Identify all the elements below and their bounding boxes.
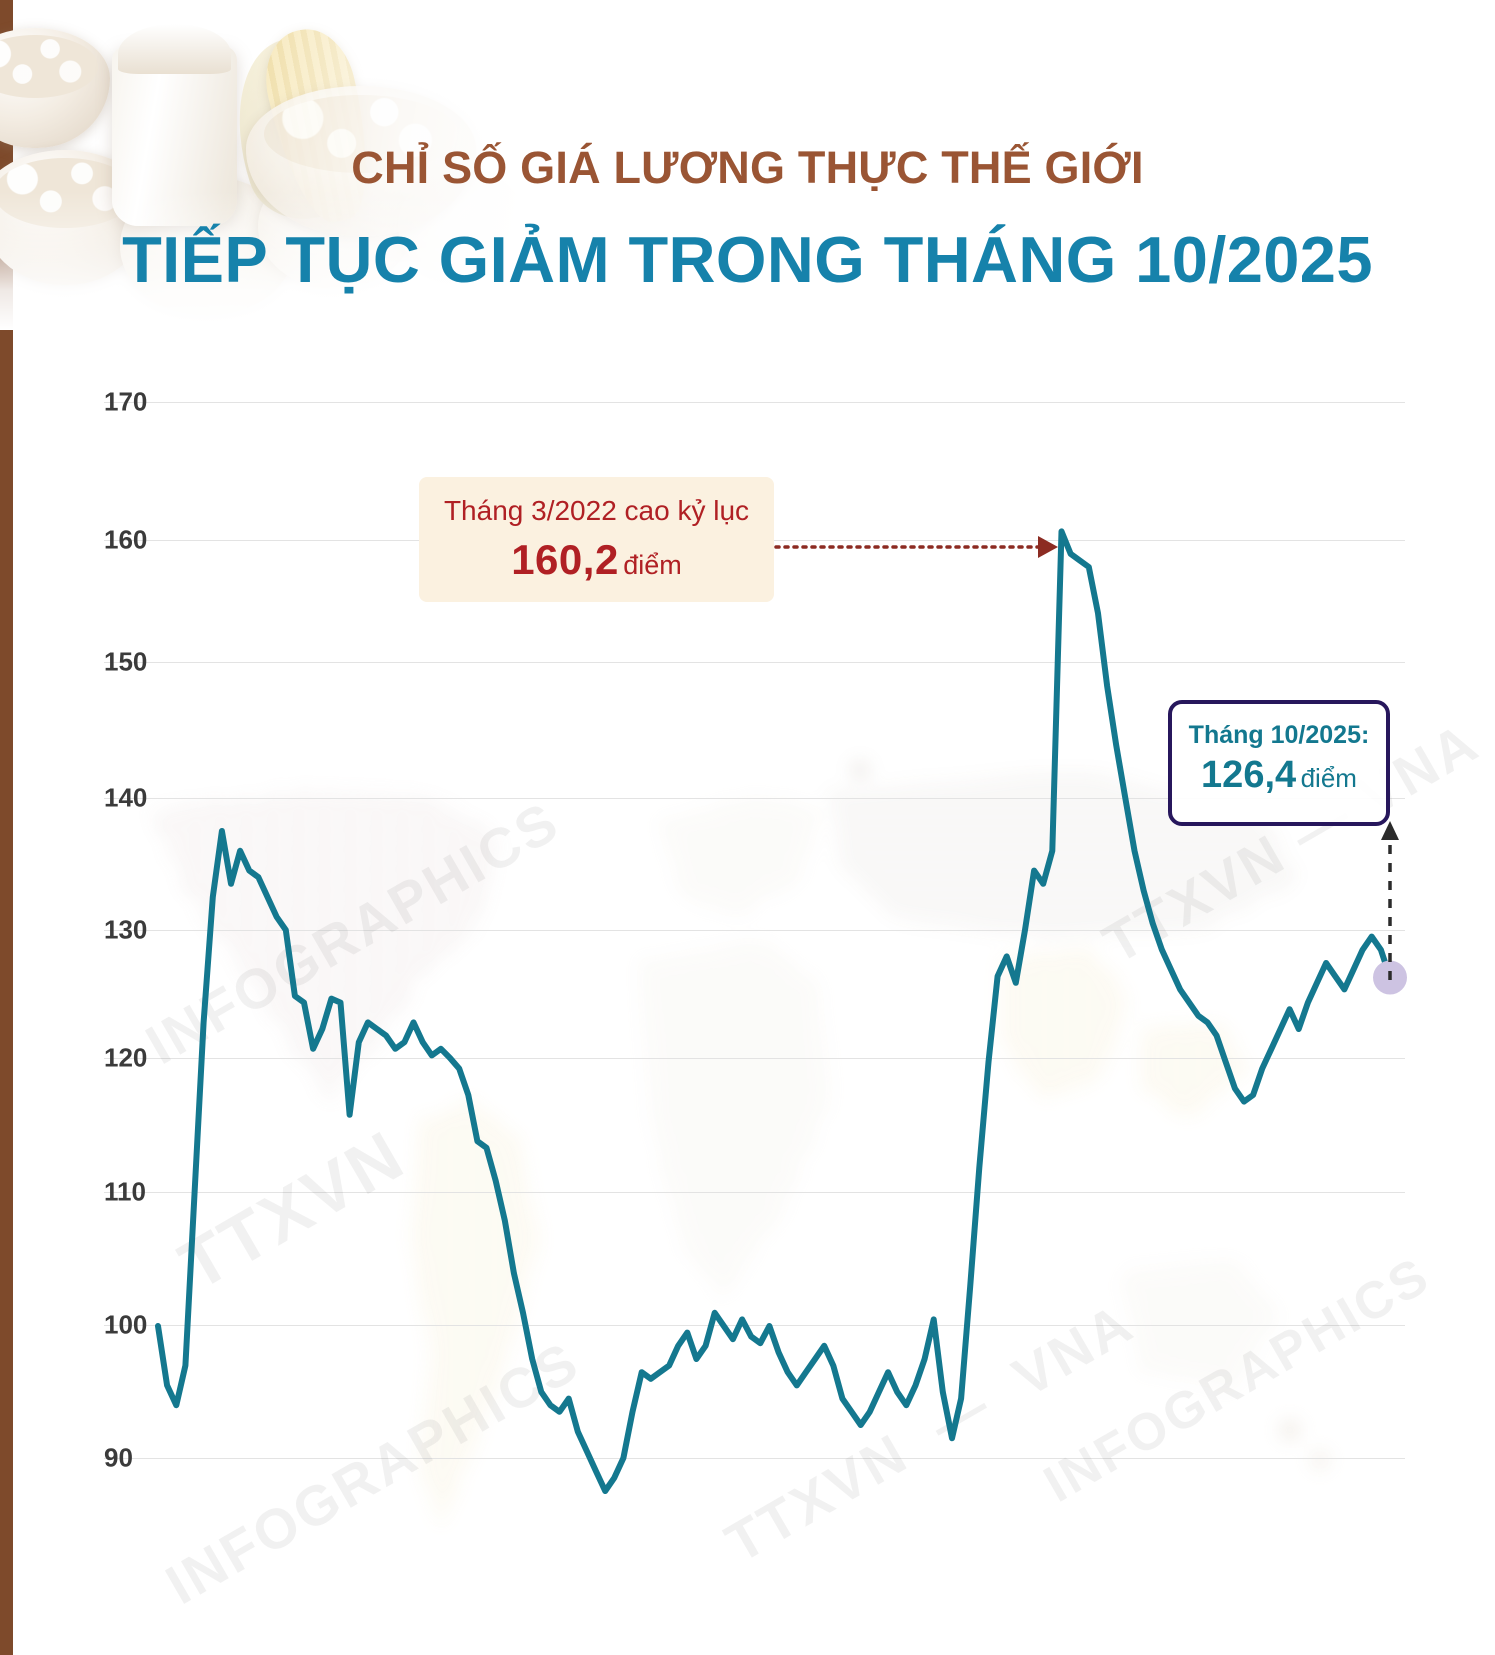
callout-record-value: 160,2: [511, 536, 619, 584]
callout-record-label: Tháng 3/2022 cao kỷ lục: [443, 495, 750, 526]
latest-arrow-head: [1381, 821, 1399, 840]
callout-record-high: Tháng 3/2022 cao kỷ lục 160,2 điểm: [419, 477, 774, 602]
record-arrow-head: [1038, 536, 1058, 558]
callout-latest: Tháng 10/2025: 126,4 điểm: [1168, 700, 1390, 826]
series-line: [155, 528, 1393, 1494]
page-title-line-1: CHỈ SỐ GIÁ LƯƠNG THỰC THẾ GIỚI: [351, 142, 1144, 193]
callout-latest-value: 126,4: [1201, 753, 1297, 796]
callout-record-value-row: 160,2 điểm: [429, 539, 764, 581]
page-title-line-2: TIẾP TỤC GIẢM TRONG THÁNG 10/2025: [122, 223, 1373, 296]
annotation-arrows: [774, 536, 1399, 980]
callout-latest-value-row: 126,4 điểm: [1178, 756, 1380, 794]
callout-record-unit: điểm: [623, 550, 682, 581]
left-accent-bar: [0, 0, 13, 1655]
callout-latest-label: Tháng 10/2025:: [1188, 721, 1370, 749]
callout-latest-unit: điểm: [1300, 762, 1357, 793]
